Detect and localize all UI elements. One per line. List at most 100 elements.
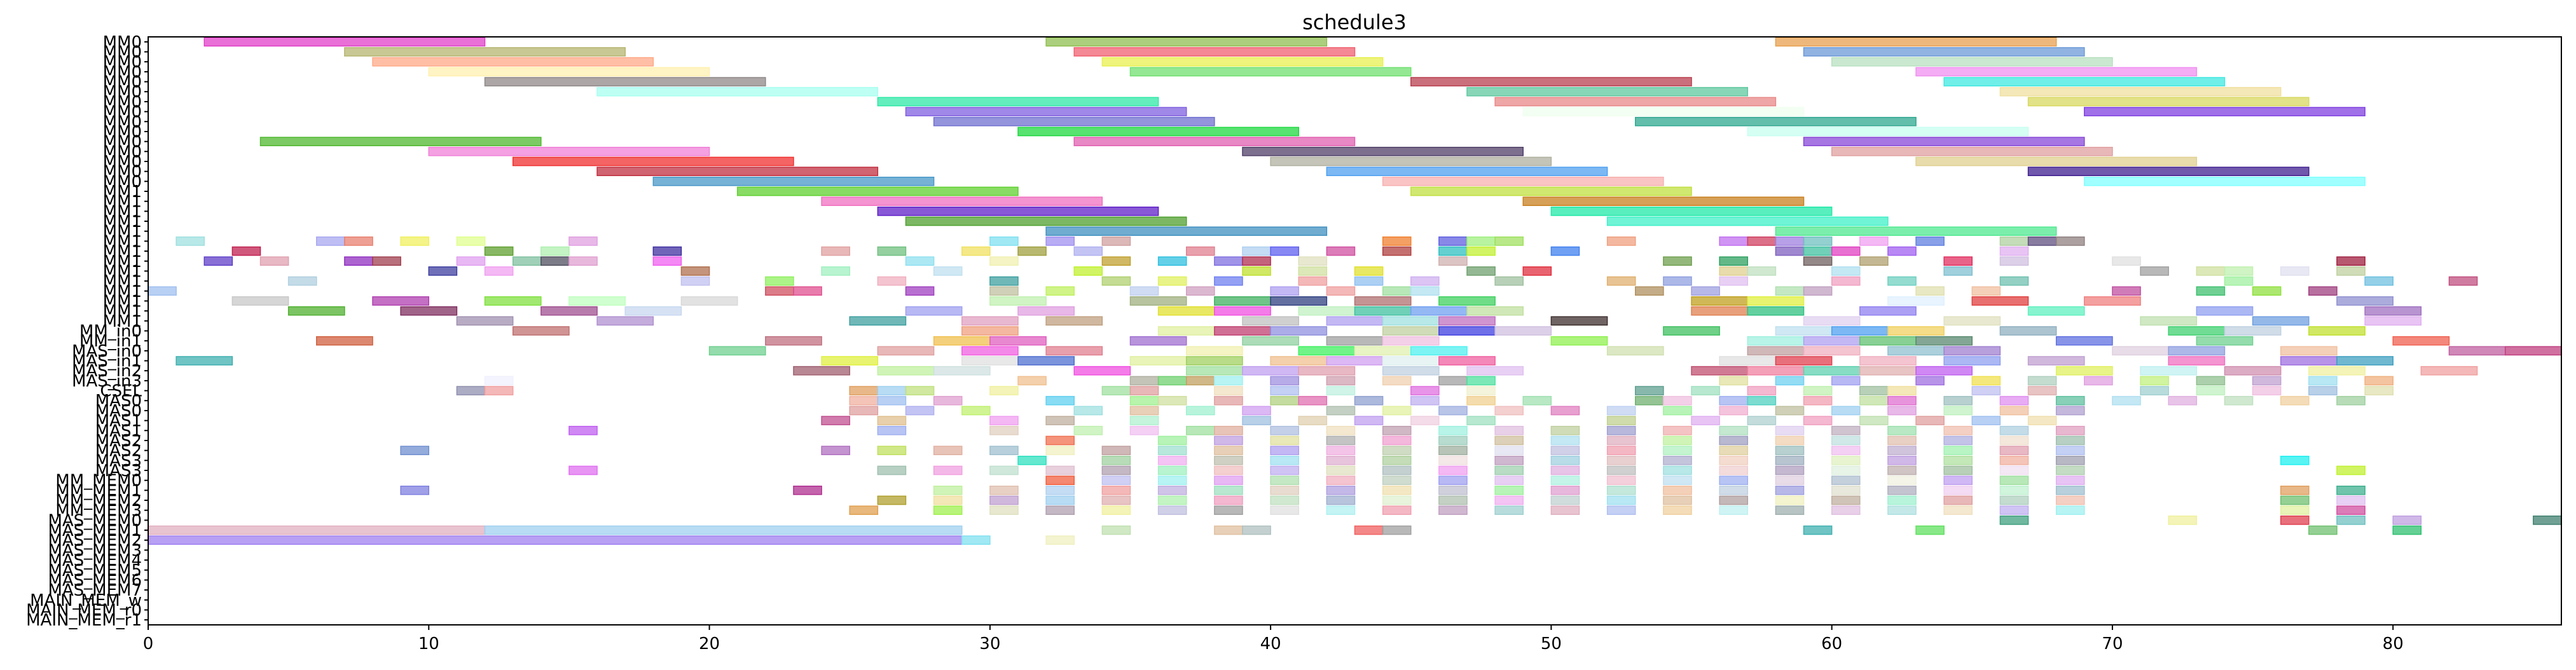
task-bar (2280, 505, 2310, 516)
task-bar (2308, 366, 2366, 376)
task-bar (1691, 416, 1720, 425)
task-bar (1270, 296, 1328, 306)
task-bar (2252, 386, 2282, 395)
task-bar (1494, 486, 1524, 495)
task-bar (400, 486, 430, 495)
y-tick-label: MM0 (103, 113, 142, 132)
task-bar (1999, 256, 2029, 266)
task-bar (877, 386, 907, 395)
task-bar (176, 236, 205, 246)
task-bar (1775, 286, 1805, 296)
task-bar (1915, 236, 1945, 246)
task-bar (1775, 236, 1805, 246)
task-bar (400, 446, 430, 455)
task-bar (400, 306, 458, 316)
task-bar (1382, 495, 1412, 505)
task-bar (1270, 326, 1328, 336)
task-bar (1354, 266, 1384, 276)
task-bar (1270, 376, 1299, 386)
task-bar (1129, 406, 1159, 416)
task-bar (961, 356, 1019, 366)
task-bar (1831, 475, 1861, 486)
task-bar (568, 236, 598, 246)
x-tick-label: 70 (2102, 634, 2123, 653)
task-bar (1831, 495, 1861, 505)
task-bar (148, 286, 177, 296)
task-bar (2336, 296, 2393, 306)
task-bar (1214, 326, 1271, 336)
task-bar (1887, 475, 1917, 486)
task-bar (1775, 455, 1805, 465)
task-bar (1382, 326, 1440, 336)
task-bar (933, 366, 991, 376)
task-bar (989, 276, 1019, 286)
y-tick-label: MM0 (103, 83, 142, 102)
task-bar (287, 306, 345, 316)
task-bar (1691, 286, 1720, 296)
task-bar (1101, 525, 1131, 535)
task-bar (259, 256, 289, 266)
task-bar (2533, 516, 2562, 525)
task-bar (1663, 465, 1692, 475)
task-bar (1382, 366, 1440, 376)
task-bar (2336, 465, 2366, 475)
task-bar (1831, 266, 1861, 276)
task-bar (1859, 356, 1917, 366)
task-bar (1242, 416, 1271, 425)
task-bar (1971, 286, 2001, 296)
task-bar (1438, 475, 1468, 486)
task-bar (1270, 425, 1299, 435)
task-bar (2336, 256, 2366, 266)
task-bar (1326, 286, 1356, 296)
task-bar (541, 246, 570, 256)
task-bar (1775, 226, 2057, 236)
task-bar (1298, 266, 1328, 276)
task-bar (1691, 366, 1749, 376)
task-bar (2252, 286, 2282, 296)
task-bar (1494, 495, 1524, 505)
task-bar (1270, 356, 1328, 366)
task-bar (2140, 316, 2198, 326)
task-bar (1943, 465, 1973, 475)
task-bar (1663, 475, 1692, 486)
task-bar (2055, 395, 2085, 406)
task-bar (1831, 435, 1861, 446)
task-bar (1242, 246, 1271, 256)
task-bar (961, 316, 1019, 326)
bars-layer (148, 37, 2562, 545)
task-bar (1887, 246, 1917, 256)
task-bar (1157, 495, 1187, 505)
task-bar (1157, 475, 1187, 486)
task-bar (1663, 446, 1692, 455)
task-bar (400, 236, 430, 246)
plot-frame (148, 36, 2562, 626)
task-bar (1663, 486, 1692, 495)
task-bar (1971, 296, 2029, 306)
task-bar (1410, 386, 1440, 395)
task-bar (1915, 67, 2198, 77)
task-bar (1719, 276, 1749, 286)
task-bar (541, 256, 570, 266)
task-bar (1242, 256, 1271, 266)
task-bar (1831, 486, 1861, 495)
task-bar (1803, 386, 1833, 395)
task-bar (1045, 446, 1075, 455)
task-bar (1719, 256, 1749, 266)
task-bar (1606, 425, 1636, 435)
task-bar (961, 535, 991, 545)
y-tick-label: MAS_MEM5 (48, 561, 142, 580)
task-bar (1606, 505, 1636, 516)
task-bar (1803, 395, 1833, 406)
task-bar (1129, 376, 1159, 386)
task-bar (1887, 326, 1945, 336)
task-bar (905, 216, 1187, 226)
task-bar (2280, 356, 2338, 366)
task-bar (1494, 276, 1524, 286)
task-bar (765, 276, 794, 286)
task-bar (1410, 395, 1440, 406)
task-bar (1999, 246, 2029, 256)
task-bar (1943, 316, 2001, 326)
task-bar (1466, 366, 1524, 376)
task-bar (1270, 286, 1299, 296)
task-bar (849, 395, 879, 406)
